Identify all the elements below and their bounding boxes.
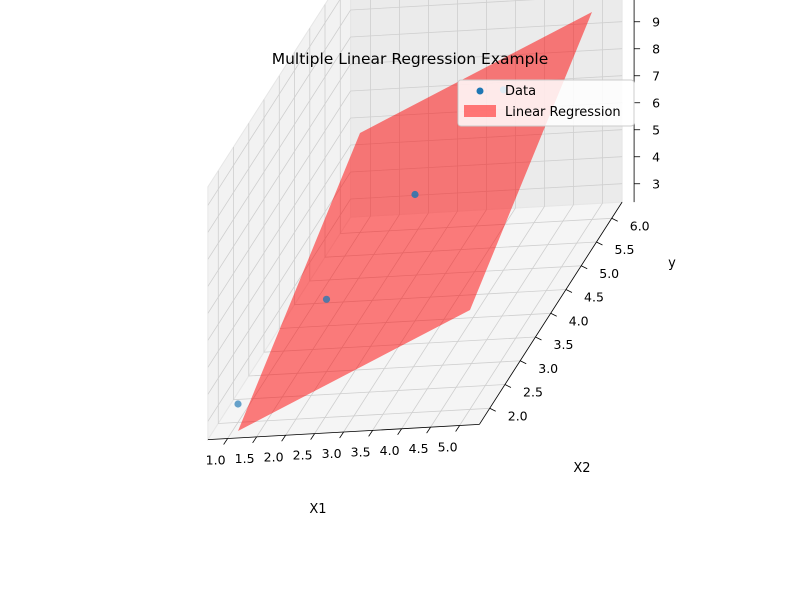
data-point [234,400,242,408]
data-point [411,190,419,199]
x-tick-mark [426,426,431,434]
z-tick-label: 5 [652,123,660,138]
z-tick-label: 4 [652,150,660,165]
legend: Data Linear Regression [457,79,635,127]
y-tick-mark [520,360,527,365]
y-tick-label: 3.0 [538,361,558,376]
x-tick-label: 1.5 [235,451,255,466]
z-tick-label: 3 [652,177,660,192]
x-tick-mark [252,436,257,444]
x-tick-label: 4.0 [380,443,400,458]
y-tick-mark [504,384,512,388]
z-tick-label: 6 [652,96,660,111]
chart-title: Multiple Linear Regression Example [272,50,549,68]
x-tick-mark [310,433,315,440]
x-axis-label: X1 [309,502,326,517]
x-tick-mark [368,430,373,437]
y-tick-label: 2.5 [523,385,543,400]
grid-line-y [248,123,521,377]
grid-line-y [263,99,536,353]
y-tick-label: 2.0 [508,408,528,423]
z-tick-label: 7 [652,69,660,84]
x-tick-label: 3.5 [351,444,371,459]
z-tick-label: 9 [652,15,660,30]
y-axis-label: X2 [573,461,590,476]
x-tick-label: 4.5 [409,441,429,456]
y-tick-mark [581,265,588,270]
y-tick-mark [535,336,542,341]
grid-line-z [207,0,341,206]
legend-label-data: Data [505,84,536,99]
x-tick-mark [223,438,228,445]
x-tick-label: 2.5 [293,448,313,463]
grid-line-z [207,21,623,260]
y-tick-label: 3.5 [554,337,574,352]
y-tick-label: 5.0 [599,266,619,281]
y-tick-mark [565,289,573,293]
z-axis-label: y [668,256,676,271]
grid-line-x [372,0,516,431]
grid-line-y [217,170,490,424]
y-tick-mark [489,407,496,412]
data-point [322,295,331,303]
x-tick-mark [455,425,460,432]
y-tick-label: 4.5 [584,290,604,305]
grid-line-y [233,147,506,401]
x-tick-label: 2.0 [264,449,284,464]
grid-line-x [459,0,603,426]
x-tick-mark [339,431,344,439]
legend-label-regression: Linear Regression [505,105,621,120]
x-tick-label: 3.0 [322,446,342,461]
y-tick-mark [596,241,603,246]
x-tick-mark [281,435,286,442]
legend-marker-regression [464,105,496,117]
z-tick-label: 10 [648,0,664,3]
x-tick-label: 1.0 [206,453,226,468]
y-tick-mark [550,312,557,317]
y-tick-label: 4.0 [569,313,589,328]
x-tick-mark [397,428,402,435]
grid-line-z [207,0,536,233]
y-tick-label: 6.0 [630,218,650,233]
z-tick-label: 8 [652,42,660,57]
grid-line-y [278,75,551,329]
legend-marker-data [476,87,484,95]
y-tick-label: 5.5 [615,242,635,257]
x-tick-label: 5.0 [438,440,458,455]
y-tick-mark [611,217,618,222]
legend-box [457,79,635,127]
